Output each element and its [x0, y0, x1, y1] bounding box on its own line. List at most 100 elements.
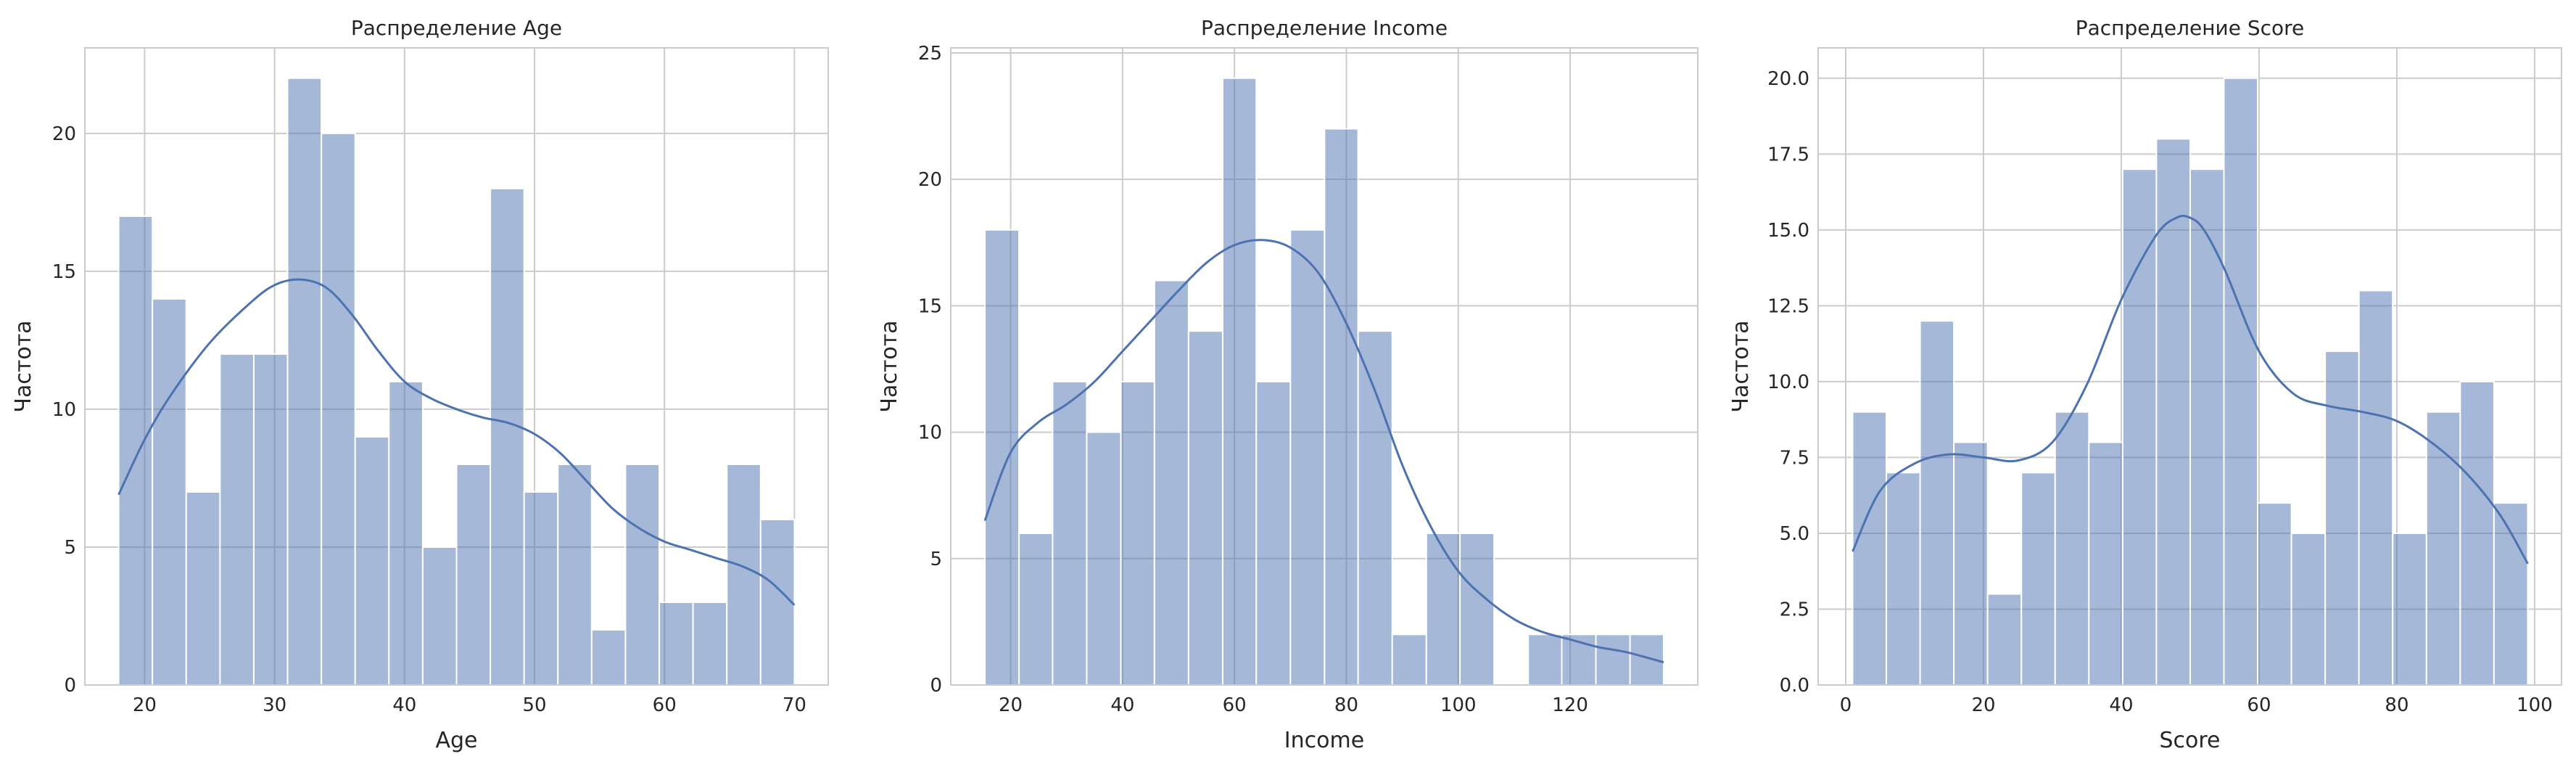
y-axis-label: Частота	[11, 320, 36, 412]
kde-line	[117, 278, 796, 606]
y-tick-label: 17.5	[1767, 144, 1809, 165]
y-tick-label: 12.5	[1767, 295, 1809, 317]
histogram-bar	[1255, 380, 1292, 686]
x-tick-label: 20	[133, 694, 157, 716]
histogram-bar	[1919, 320, 1955, 686]
histogram-bar	[692, 601, 728, 686]
histogram-bar	[2493, 502, 2529, 686]
histogram-bar	[2459, 380, 2495, 686]
x-tick-label: 120	[1552, 694, 1588, 716]
histogram-bar	[2290, 532, 2327, 686]
x-tick-label: 60	[2247, 694, 2271, 716]
chart-panel-1: 20 40 60 80 100 120 0 5 10 15 20 25 Распределение In…	[877, 16, 1698, 753]
histogram-bar	[2324, 350, 2360, 686]
y-tick-label: 7.5	[1780, 447, 1809, 469]
histogram-bar	[1852, 411, 1888, 686]
x-tick-label: 0	[1840, 694, 1852, 716]
chart-panel-2: 0 20 40 60 80 100 0.0 2.5 5.0 7.5 10.0 12.5 15.0 17.5…	[1728, 16, 2562, 753]
y-tick-label: 10	[52, 399, 76, 421]
histogram-bar	[1086, 431, 1122, 686]
y-tick-label: 20	[52, 123, 76, 145]
histogram-bar	[2020, 472, 2056, 686]
y-tick-label: 0	[64, 675, 76, 697]
kde-line	[983, 239, 1664, 664]
y-tick-label: 10	[918, 422, 942, 444]
y-axis-label: Частота	[1728, 320, 1754, 412]
chart-title: Распределение Age	[351, 16, 562, 40]
histogram-bar	[354, 435, 390, 686]
histogram-bar	[726, 463, 761, 686]
histogram-bar	[490, 187, 525, 686]
y-tick-label: 5.0	[1780, 523, 1809, 545]
histogram-bar	[1886, 472, 1921, 686]
x-tick-label: 80	[1334, 694, 1358, 716]
y-tick-label: 0	[930, 675, 942, 697]
histogram-bar	[321, 132, 356, 686]
histogram-bar	[1120, 380, 1155, 686]
histogram-bar	[1425, 532, 1461, 686]
histogram-bar	[1018, 532, 1054, 686]
histogram-bar	[2054, 411, 2090, 686]
x-tick-label: 50	[522, 694, 546, 716]
histogram-bar	[2358, 290, 2394, 686]
histogram-bar	[523, 491, 559, 686]
x-tick-label: 60	[653, 694, 677, 716]
x-tick-label: 80	[2385, 694, 2408, 716]
histogram-bar	[1221, 77, 1258, 686]
histogram-bar	[1324, 128, 1359, 686]
y-tick-label: 5	[64, 537, 76, 559]
histogram-bar	[2121, 168, 2158, 686]
plot-frame	[84, 47, 829, 686]
histogram-bar	[1527, 633, 1563, 686]
y-tick-label: 15	[918, 295, 942, 317]
y-tick-label: 5	[930, 549, 942, 570]
histogram-bar	[388, 380, 424, 686]
histogram-bar	[1459, 532, 1495, 686]
histogram-bar	[624, 463, 661, 686]
histogram-bar	[2155, 138, 2191, 686]
histogram-bar	[152, 298, 187, 686]
y-tick-label: 20	[918, 169, 942, 191]
y-tick-label: 15	[52, 261, 76, 283]
x-tick-label: 60	[1223, 694, 1247, 716]
histogram-bar	[1629, 633, 1664, 686]
x-axis-label: Score	[2159, 728, 2220, 753]
histogram-bar	[659, 601, 694, 686]
histogram-bar	[185, 491, 221, 686]
histogram-bar	[2189, 168, 2225, 686]
y-tick-label: 25	[918, 43, 942, 65]
chart-title: Распределение Score	[2076, 16, 2305, 40]
histogram-bar	[1153, 279, 1189, 686]
x-tick-label: 40	[392, 694, 416, 716]
histogram-bar	[2257, 502, 2292, 686]
x-tick-label: 20	[999, 694, 1023, 716]
histogram-bar	[219, 353, 255, 686]
histogram-bar	[590, 628, 627, 686]
histogram-bar	[984, 229, 1020, 686]
y-tick-label: 0.0	[1780, 675, 1809, 697]
chart-title: Распределение Income	[1201, 16, 1448, 40]
histogram-bar	[1953, 441, 1989, 686]
y-tick-label: 2.5	[1780, 599, 1809, 620]
x-axis-label: Income	[1284, 728, 1364, 753]
histogram-bar	[557, 463, 593, 686]
histogram-bar	[1595, 633, 1631, 686]
x-tick-label: 30	[263, 694, 286, 716]
x-tick-label: 40	[2109, 694, 2133, 716]
histogram-bar	[117, 215, 154, 686]
histogram-bar	[1052, 380, 1088, 686]
y-tick-label: 20.0	[1767, 68, 1809, 90]
x-axis-label: Age	[435, 728, 477, 753]
histogram-bar	[252, 353, 289, 686]
y-tick-label: 15.0	[1767, 220, 1809, 242]
histogram-bar	[1289, 229, 1326, 686]
histogram-bar	[455, 463, 492, 686]
histogram-bar	[2392, 532, 2427, 686]
histogram-bar	[759, 518, 796, 686]
x-tick-label: 40	[1110, 694, 1134, 716]
histogram-bar	[2088, 441, 2123, 686]
plot-frame	[1817, 47, 2562, 686]
histogram-bar	[1357, 330, 1393, 686]
histogram-bar	[2223, 77, 2259, 686]
